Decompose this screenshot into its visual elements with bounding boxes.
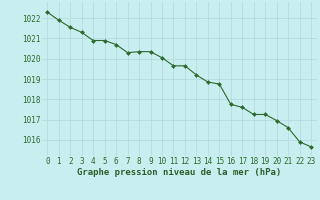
X-axis label: Graphe pression niveau de la mer (hPa): Graphe pression niveau de la mer (hPa) <box>77 168 281 177</box>
